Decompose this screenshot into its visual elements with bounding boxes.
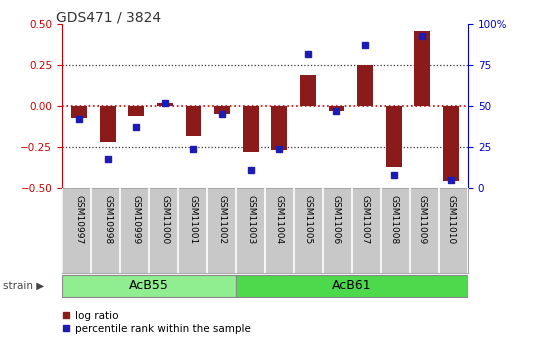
Bar	[129, 106, 144, 116]
Text: strain ▶: strain ▶	[3, 281, 44, 290]
Text: AcB61: AcB61	[332, 279, 372, 292]
Legend: log ratio, percentile rank within the sample: log ratio, percentile rank within the sa…	[62, 310, 251, 334]
Bar	[386, 106, 401, 167]
Bar	[443, 106, 459, 181]
Text: GSM11010: GSM11010	[447, 195, 455, 244]
Text: GSM11006: GSM11006	[332, 195, 341, 244]
Text: GSM10998: GSM10998	[103, 195, 112, 244]
Bar	[71, 106, 87, 118]
Text: AcB55: AcB55	[129, 279, 169, 292]
Bar	[100, 106, 116, 142]
Text: GSM11000: GSM11000	[160, 195, 169, 244]
Text: GSM10999: GSM10999	[132, 195, 141, 244]
Text: GSM11005: GSM11005	[303, 195, 313, 244]
Text: GSM11007: GSM11007	[360, 195, 370, 244]
Text: GSM10997: GSM10997	[75, 195, 83, 244]
Text: GDS471 / 3824: GDS471 / 3824	[56, 10, 161, 24]
Text: GSM11008: GSM11008	[389, 195, 398, 244]
Bar	[236, 275, 468, 297]
Bar	[157, 103, 173, 106]
Text: GSM11004: GSM11004	[275, 195, 284, 244]
Bar	[300, 75, 316, 106]
Bar	[414, 31, 430, 106]
Bar	[329, 106, 344, 111]
Bar	[214, 106, 230, 114]
Bar	[243, 106, 259, 152]
Text: GSM11002: GSM11002	[217, 195, 226, 244]
Text: GSM11001: GSM11001	[189, 195, 198, 244]
Bar	[62, 275, 236, 297]
Text: GSM11003: GSM11003	[246, 195, 255, 244]
Text: GSM11009: GSM11009	[418, 195, 427, 244]
Bar	[271, 106, 287, 150]
Bar	[357, 65, 373, 106]
Bar	[186, 106, 201, 136]
